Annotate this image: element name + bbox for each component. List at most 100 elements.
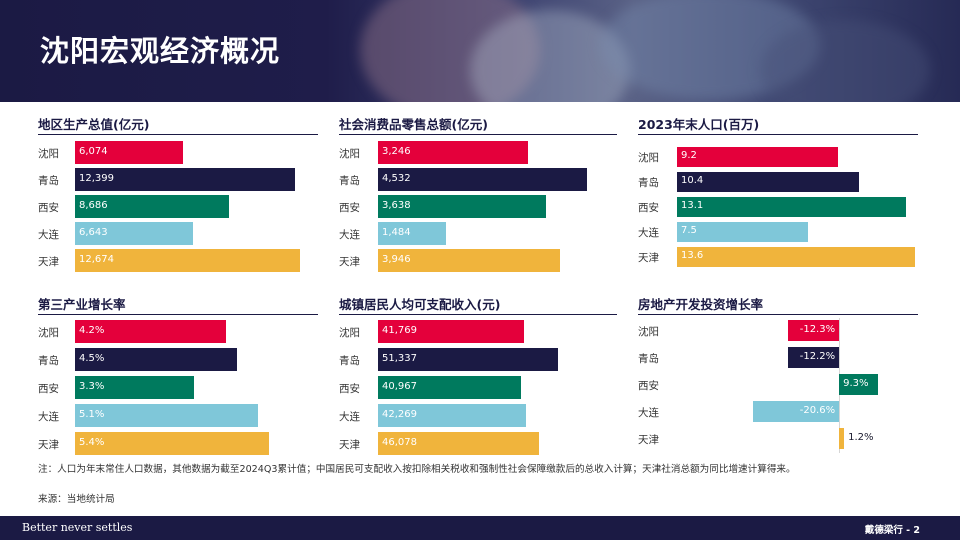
chart-title-rule: [638, 314, 918, 315]
data-label: 51,337: [382, 352, 417, 364]
data-label: -12.2%: [799, 350, 836, 362]
data-label: 13.6: [681, 250, 704, 261]
bar-大连: [677, 222, 809, 242]
bar-天津: [378, 432, 540, 455]
category-label: 沈阳: [38, 326, 59, 339]
data-label: -20.6%: [799, 404, 836, 416]
bar-沈阳: [75, 141, 183, 164]
chart-title-real-estate-investment: 房地产开发投资增长率: [638, 297, 764, 312]
category-label: 天津: [38, 438, 59, 451]
data-label: 5.4%: [79, 436, 105, 448]
bar-青岛: [677, 172, 859, 192]
bar-西安: [75, 376, 194, 399]
chart-panel-retail-sales: 社会消费品零售总额(亿元) 沈阳 3,246 青岛 4,532 西安 3,638 大连 1,4…: [339, 114, 617, 274]
data-label: 9.2: [681, 150, 697, 161]
data-label: 41,769: [382, 324, 417, 336]
banner-photo-glow: [600, 0, 820, 100]
category-label: 西安: [638, 202, 659, 214]
footer-tagline: Better never settles: [22, 521, 133, 534]
footer-bar: Better never settles 戴德梁行 - 2: [0, 516, 960, 540]
category-label: 沈阳: [38, 147, 59, 160]
category-label: 大连: [339, 228, 360, 241]
bar-西安: [378, 195, 546, 218]
bar-大连: [378, 222, 447, 245]
data-label: 7.5: [681, 225, 697, 236]
data-label: 12,674: [79, 253, 114, 265]
data-label: 46,078: [382, 436, 417, 448]
category-label: 西安: [638, 379, 659, 392]
chart-panel-tertiary-growth: 第三产业增长率 沈阳 4.2% 青岛 4.5% 西安 3.3% 大连 5.1% 天津 5.4%: [38, 294, 318, 455]
data-label: 1.2%: [848, 431, 874, 443]
bar-天津: [378, 249, 561, 272]
bar-天津: [839, 428, 845, 449]
category-label: 青岛: [38, 354, 59, 367]
bar-青岛: [378, 168, 588, 191]
bar-青岛: [75, 348, 237, 371]
chart-title-rule: [38, 134, 318, 135]
bar-西安: [378, 376, 522, 399]
category-label: 沈阳: [339, 147, 360, 160]
category-label: 沈阳: [339, 326, 360, 339]
bar-沈阳: [75, 320, 226, 343]
chart-title-gdp: 地区生产总值(亿元): [38, 117, 150, 132]
data-label: 4.2%: [79, 324, 105, 336]
data-label: 4.5%: [79, 352, 105, 364]
bar-西安: [839, 374, 878, 395]
category-label: 大连: [38, 228, 59, 241]
category-label: 青岛: [638, 352, 659, 365]
data-label: 1,484: [382, 226, 411, 238]
data-label: 42,269: [382, 408, 417, 420]
category-label: 大连: [638, 406, 659, 419]
bar-大连: [75, 404, 259, 427]
chart-panel-real-estate-investment: 房地产开发投资增长率 沈阳 -12.3% 青岛 -12.2% 西安 9.3% 大连 -20.6…: [638, 294, 918, 454]
chart-title-rule: [638, 134, 918, 135]
bar-青岛: [75, 168, 295, 191]
category-label: 天津: [339, 438, 360, 451]
category-label: 沈阳: [638, 325, 659, 338]
banner-photo-glow: [470, 10, 630, 102]
banner-photo-glow: [360, 0, 540, 102]
bar-青岛: [378, 348, 558, 371]
bar-天津: [75, 432, 269, 455]
data-label: 5.1%: [79, 408, 105, 420]
chart-title-rule: [339, 314, 617, 315]
data-label: 3.3%: [79, 380, 105, 392]
bar-沈阳: [378, 320, 525, 343]
category-label: 青岛: [38, 174, 59, 187]
data-label: 10.4: [681, 175, 704, 186]
category-label: 西安: [38, 382, 59, 395]
chart-panel-gdp: 地区生产总值(亿元) 沈阳 6,074 青岛 12,399 西安 8,686 大连 6,643…: [38, 114, 318, 274]
bar-沈阳: [787, 320, 840, 341]
bar-西安: [75, 195, 229, 218]
category-label: 天津: [638, 252, 659, 264]
category-label: 青岛: [638, 177, 659, 189]
category-label: 天津: [38, 255, 59, 268]
chart-title-rule: [38, 314, 318, 315]
source-note: 来源：当地统计局: [38, 494, 115, 505]
category-label: 西安: [38, 201, 59, 214]
data-label: 3,246: [382, 145, 411, 157]
data-label: 4,532: [382, 172, 411, 184]
data-label: 3,638: [382, 199, 411, 211]
bar-天津: [75, 249, 300, 272]
banner-photo-glow: [760, 20, 930, 102]
category-label: 青岛: [339, 354, 360, 367]
data-label: 40,967: [382, 380, 417, 392]
chart-panel-disposable-income: 城镇居民人均可支配收入(元) 沈阳 41,769 青岛 51,337 西安 40,967 大…: [339, 294, 617, 455]
data-label: 8,686: [79, 199, 108, 211]
bar-大连: [378, 404, 526, 427]
data-label: -12.3%: [799, 323, 836, 335]
data-label: 12,399: [79, 172, 114, 184]
bar-大连: [753, 401, 840, 422]
category-label: 沈阳: [638, 152, 659, 164]
page-number: 戴德梁行 - 2: [864, 525, 920, 536]
data-label: 9.3%: [843, 377, 869, 389]
category-label: 大连: [339, 410, 360, 423]
bar-西安: [677, 197, 907, 217]
bar-沈阳: [378, 141, 528, 164]
chart-title-disposable-income: 城镇居民人均可支配收入(元): [339, 297, 501, 312]
category-label: 大连: [38, 410, 59, 423]
chart-title-population: 2023年末人口(百万): [638, 117, 760, 132]
bar-沈阳: [677, 147, 838, 167]
bar-大连: [75, 222, 193, 245]
